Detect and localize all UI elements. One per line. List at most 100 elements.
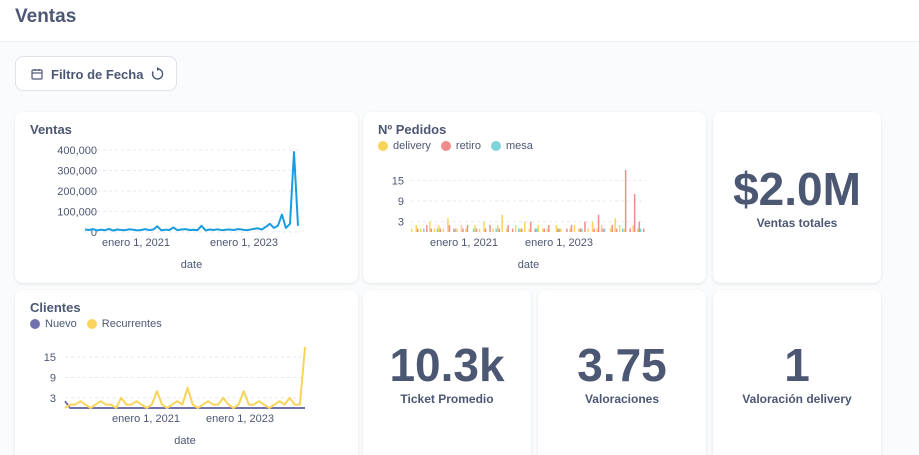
bar-retiro (566, 228, 568, 232)
ticket-promedio-card[interactable]: 10.3k Ticket Promedio (363, 290, 531, 455)
x-tick-label: enero 1, 2021 (102, 237, 170, 249)
bar-mesa (472, 228, 475, 232)
pedidos-legend: delivery retiro mesa (378, 140, 533, 152)
legend-dot-retiro (440, 141, 451, 151)
y-tick-label: 3 (50, 393, 56, 405)
bar-delivery (519, 228, 521, 232)
x-axis-label: date (174, 435, 195, 447)
bar-retiro (534, 228, 536, 232)
bar-delivery (569, 228, 571, 232)
bar-mesa (423, 228, 425, 232)
bar-delivery (460, 225, 463, 232)
bar-delivery (573, 225, 576, 232)
ventas-card[interactable]: Ventas 400,000 300,000 200,000 100,000 0 ener… (15, 112, 358, 283)
valoraciones-card[interactable]: 3.75 Valoraciones (538, 290, 706, 455)
bar-retiro (430, 228, 433, 232)
bar-delivery (514, 225, 517, 232)
bar-retiro (579, 228, 582, 232)
bar-delivery (478, 228, 481, 232)
bar-mesa (436, 228, 439, 232)
series-line-ventas (84, 151, 299, 232)
x-tick-label: enero 1, 2023 (525, 237, 593, 249)
bar-mesa (454, 228, 457, 232)
bar-delivery (429, 221, 431, 232)
bar-delivery (587, 228, 589, 232)
bar-retiro (597, 214, 600, 232)
bar-delivery (447, 218, 449, 232)
page-title: Ventas (15, 6, 77, 27)
bar-retiro (584, 221, 586, 232)
bar-delivery (546, 228, 549, 232)
legend-item-retiro[interactable]: retiro (440, 140, 481, 152)
bar-delivery (632, 225, 634, 232)
bar-retiro (439, 228, 442, 232)
x-tick-label: enero 1, 2023 (206, 413, 274, 425)
bar-mesa (640, 228, 642, 232)
legend-item-recurrentes[interactable]: Recurrentes (86, 318, 162, 330)
bar-delivery (623, 228, 625, 232)
ticket-promedio-value: 10.3k (389, 339, 505, 391)
bar-delivery (411, 228, 413, 232)
bar-delivery (614, 218, 616, 232)
calendar-icon (31, 69, 43, 80)
y-tick-label: 400,000 (57, 145, 97, 157)
legend-label-retiro: retiro (455, 140, 481, 152)
series-line-recurrentes (64, 346, 306, 409)
bar-delivery (465, 228, 467, 232)
bar-delivery (555, 225, 558, 232)
bar-retiro (543, 228, 546, 232)
bar-delivery (420, 228, 422, 232)
legend-dot-delivery (378, 141, 388, 151)
bar-mesa (558, 228, 561, 232)
ventas-totales-value: $2.0M (733, 163, 861, 215)
y-tick-label: 0 (91, 227, 97, 239)
bar-mesa (581, 228, 583, 232)
reset-icon[interactable] (150, 67, 164, 81)
legend-item-nuevo[interactable]: Nuevo (30, 318, 77, 330)
bar-retiro (507, 225, 509, 232)
x-axis-label: date (181, 259, 202, 271)
date-filter-button[interactable]: Filtro de Fecha (15, 56, 177, 91)
bar-delivery (524, 221, 526, 232)
bar-delivery (415, 225, 417, 232)
bar-retiro (638, 221, 640, 232)
legend-dot-recurrentes (86, 319, 97, 329)
bar-retiro (426, 225, 428, 232)
x-tick-label: enero 1, 2021 (112, 413, 180, 425)
bar-delivery (442, 228, 445, 232)
valoraciones-label: Valoraciones (584, 392, 660, 406)
bar-delivery (492, 228, 494, 232)
bar-retiro (530, 221, 532, 232)
legend-item-mesa[interactable]: mesa (490, 140, 533, 152)
bar-delivery (438, 225, 440, 232)
bar-retiro (611, 225, 613, 232)
y-tick-label: 300,000 (57, 166, 97, 178)
bar-delivery (501, 214, 503, 232)
legend-dot-nuevo (30, 319, 40, 329)
bar-delivery (505, 228, 508, 232)
clientes-chart-title: Clientes (30, 300, 81, 315)
bar-mesa (621, 228, 624, 232)
ventas-chart-title: Ventas (30, 122, 72, 137)
ventas-totales-card[interactable]: $2.0M Ventas totales (713, 112, 881, 283)
ventas-chart: 400,000 300,000 200,000 100,000 0 enero 1, 20… (57, 145, 299, 271)
legend-item-delivery[interactable]: delivery (378, 140, 431, 152)
valoracion-delivery-card[interactable]: 1 Valoración delivery (713, 290, 881, 455)
y-tick-label: 15 (44, 352, 56, 364)
y-tick-label: 3 (398, 217, 404, 229)
series-line-nuevo (64, 400, 305, 409)
bar-retiro (602, 228, 604, 232)
bar-retiro (511, 228, 514, 232)
bar-delivery (483, 221, 485, 232)
clientes-card[interactable]: Clientes Nuevo Recurrentes 15 9 3 enero 1, … (15, 290, 358, 455)
pedidos-card[interactable]: Nº Pedidos delivery retiro mesa 15 9 3 ener… (363, 112, 706, 283)
bar-retiro (557, 228, 559, 232)
x-tick-label: enero 1, 2023 (210, 237, 278, 249)
legend-label-nuevo: Nuevo (45, 318, 77, 330)
bar-retiro (475, 228, 478, 232)
clientes-chart: 15 9 3 enero 1, 2021 enero 1, 2023 date (44, 346, 306, 447)
bar-delivery (600, 225, 603, 232)
bar-retiro (489, 225, 491, 232)
bar-delivery (456, 228, 458, 232)
x-axis-label: date (518, 259, 539, 271)
